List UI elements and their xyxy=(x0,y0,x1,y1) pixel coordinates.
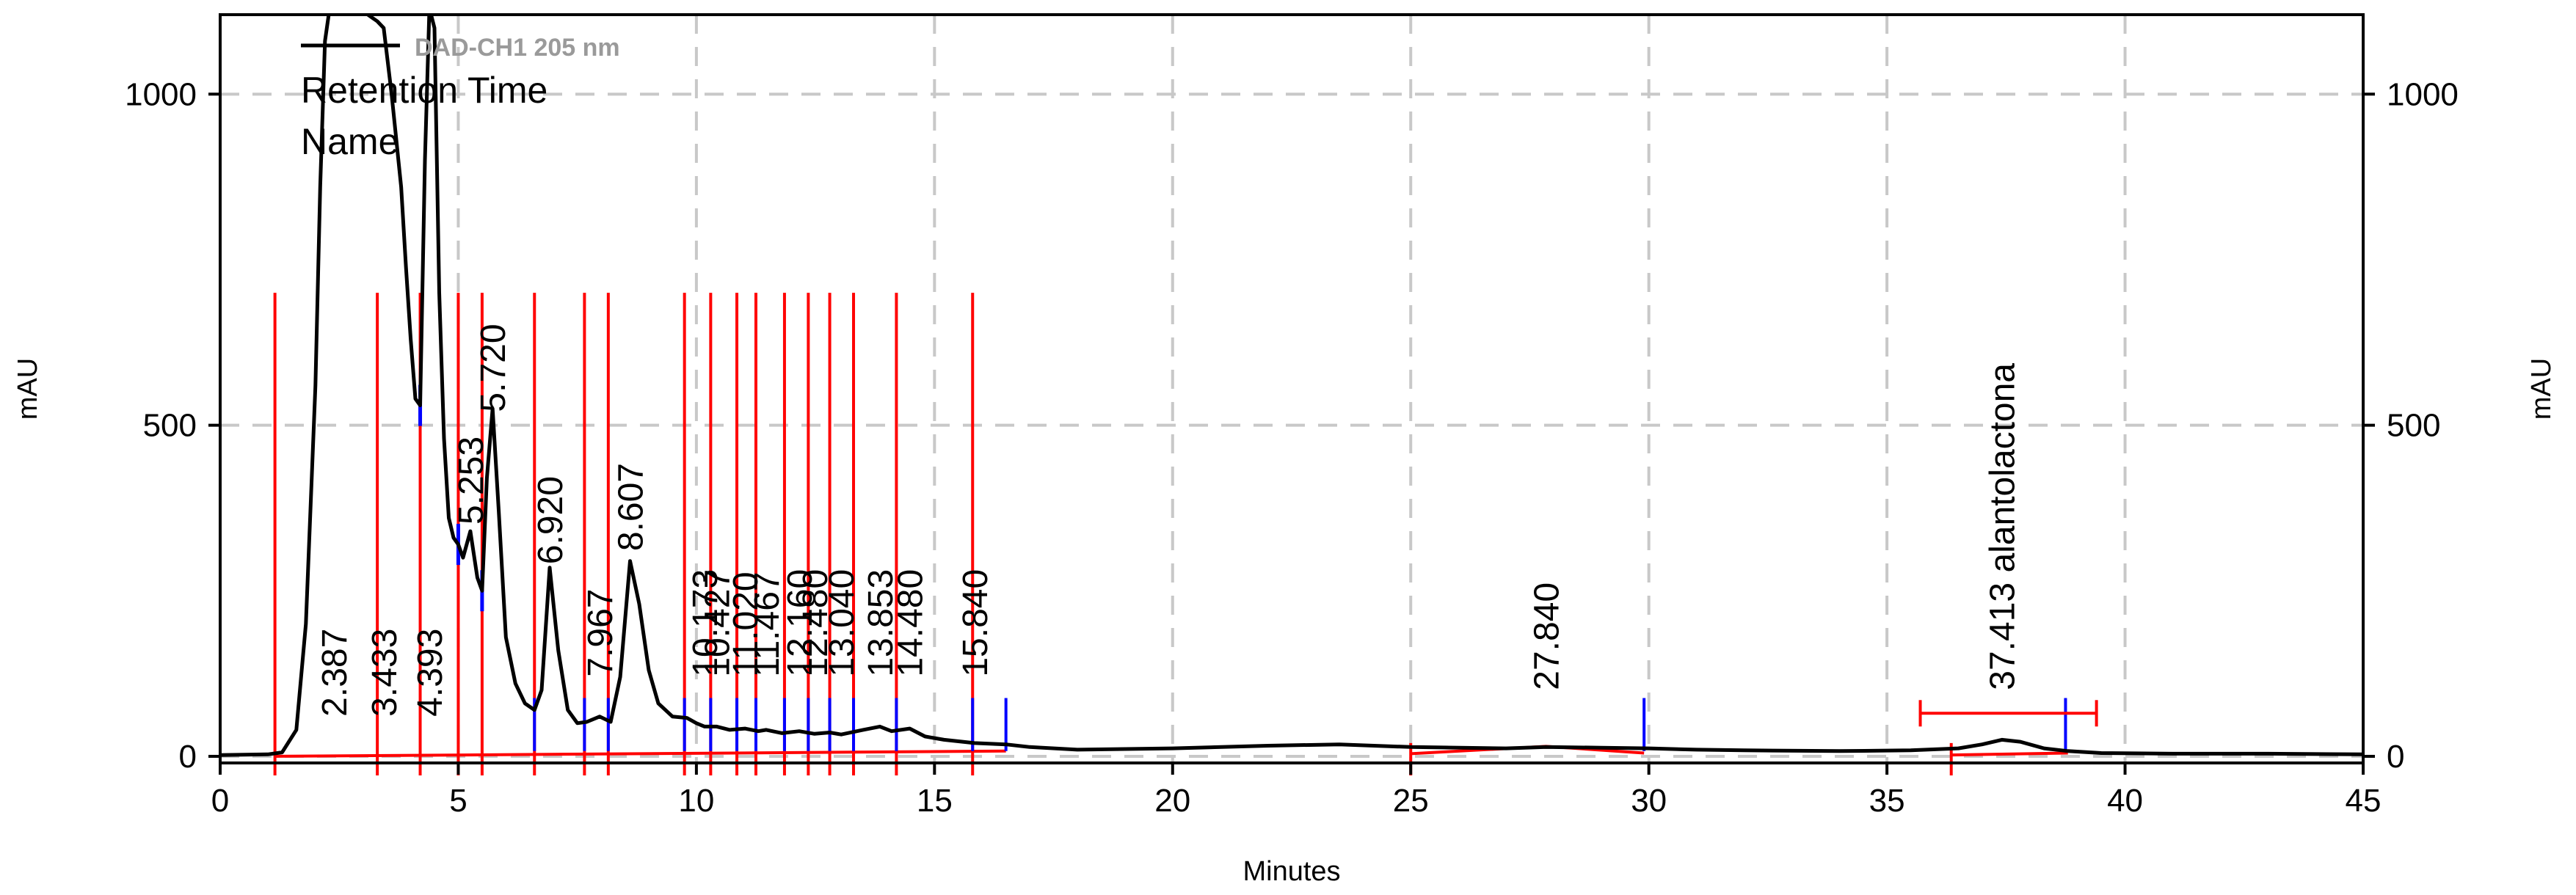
y-axis-title-left: mAU xyxy=(12,358,43,420)
peak-label: 4.393 xyxy=(411,629,450,717)
peak-label: 5.253 xyxy=(452,436,491,525)
peak-label: 37.413 alantolactona xyxy=(1984,363,2023,690)
x-tick-label: 45 xyxy=(2346,783,2382,819)
peak-label: 2.387 xyxy=(316,629,354,717)
x-tick-label: 25 xyxy=(1393,783,1429,819)
y-axis-title-right: mAU xyxy=(2526,358,2557,420)
peak-label: 3.433 xyxy=(365,629,404,717)
x-tick-label: 10 xyxy=(678,783,714,819)
x-tick-label: 40 xyxy=(2107,783,2143,819)
peak-label: 11.020 xyxy=(727,571,765,676)
peak-label: 13.040 xyxy=(823,569,862,677)
peak-label: 8.607 xyxy=(611,463,650,551)
baseline-segment xyxy=(274,749,1006,758)
legend-retention-time: Retention Time xyxy=(301,70,547,111)
peak-label: 13.853 xyxy=(862,569,900,677)
x-tick-label: 20 xyxy=(1154,783,1190,819)
peak-labels: 2.387 3.433 4.393 5.253 5.720 6.920 7.967 8.607… xyxy=(316,324,2023,716)
x-tick-label: 35 xyxy=(1869,783,1905,819)
plot-area xyxy=(220,15,2363,763)
baseline-segment xyxy=(1951,751,2068,757)
y-tick-label-left: 500 xyxy=(143,408,197,444)
peak-label: 7.967 xyxy=(581,589,620,677)
legend: DAD-CH1 205 nm Retention Time Name xyxy=(301,34,620,162)
plot-frame xyxy=(219,13,2365,764)
peak-label: 10.173 xyxy=(686,569,725,677)
peak-label: 5.720 xyxy=(474,324,513,412)
peak-markers xyxy=(273,293,2098,775)
peak-label: 12.480 xyxy=(796,569,835,677)
legend-name: Name xyxy=(301,121,399,162)
peak-label: 6.920 xyxy=(531,476,570,564)
peak-label: 15.840 xyxy=(956,569,995,677)
peak-label: 14.480 xyxy=(892,569,931,677)
trace xyxy=(220,15,2363,757)
peak-label: 11.467 xyxy=(748,571,787,676)
y-tick-label-left: 1000 xyxy=(125,76,197,112)
grid xyxy=(220,15,2363,763)
peak-label: 10.427 xyxy=(699,569,738,677)
x-tick-label: 0 xyxy=(211,783,229,819)
peak-label: 12.160 xyxy=(781,569,820,677)
legend-series-name: DAD-CH1 205 nm xyxy=(415,34,620,62)
y-tick-label-right: 0 xyxy=(2387,739,2404,775)
y-tick-label-left: 0 xyxy=(179,739,197,775)
x-tick-label: 15 xyxy=(917,783,953,819)
x-tick-label: 5 xyxy=(449,783,467,819)
x-axis-title: Minutes xyxy=(1242,856,1340,887)
y-tick-label-right: 1000 xyxy=(2387,76,2459,112)
y-tick-label-right: 500 xyxy=(2387,408,2440,444)
peak-label: 27.840 xyxy=(1528,582,1567,690)
x-tick-label: 30 xyxy=(1631,783,1667,819)
series-line xyxy=(220,15,2363,757)
